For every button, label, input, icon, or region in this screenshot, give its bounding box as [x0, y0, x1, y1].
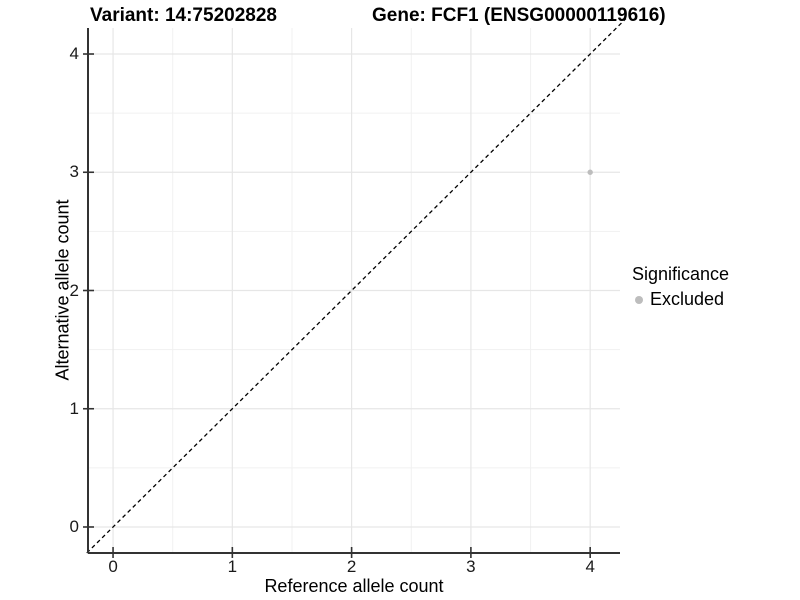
legend-item: Excluded [632, 289, 729, 310]
plot-panel [83, 18, 627, 558]
y-tick-label: 3 [69, 162, 79, 182]
x-tick-label: 2 [346, 557, 357, 576]
x-axis-title: Reference allele count [264, 576, 444, 596]
legend-point-icon [635, 295, 643, 304]
y-tick-label: 1 [69, 398, 79, 418]
y-tick-label: 4 [69, 44, 79, 63]
x-tick-label: 3 [466, 557, 476, 576]
legend-item-label: Excluded [650, 289, 725, 309]
data-point [587, 169, 593, 175]
identity-line [86, 18, 627, 554]
variant-title: Variant: 14:75202828 [90, 5, 277, 26]
legend: Significance Excluded [632, 264, 729, 310]
x-tick-label: 4 [585, 557, 595, 576]
x-tick-label: 0 [108, 557, 118, 576]
plot-canvas [83, 18, 627, 558]
x-tick-label: 1 [227, 557, 238, 576]
y-tick-label: 0 [69, 516, 79, 536]
y-tick-label: 2 [69, 280, 79, 300]
gene-title: Gene: FCF1 (ENSG00000119616) [372, 5, 666, 26]
legend-title: Significance [632, 264, 730, 284]
